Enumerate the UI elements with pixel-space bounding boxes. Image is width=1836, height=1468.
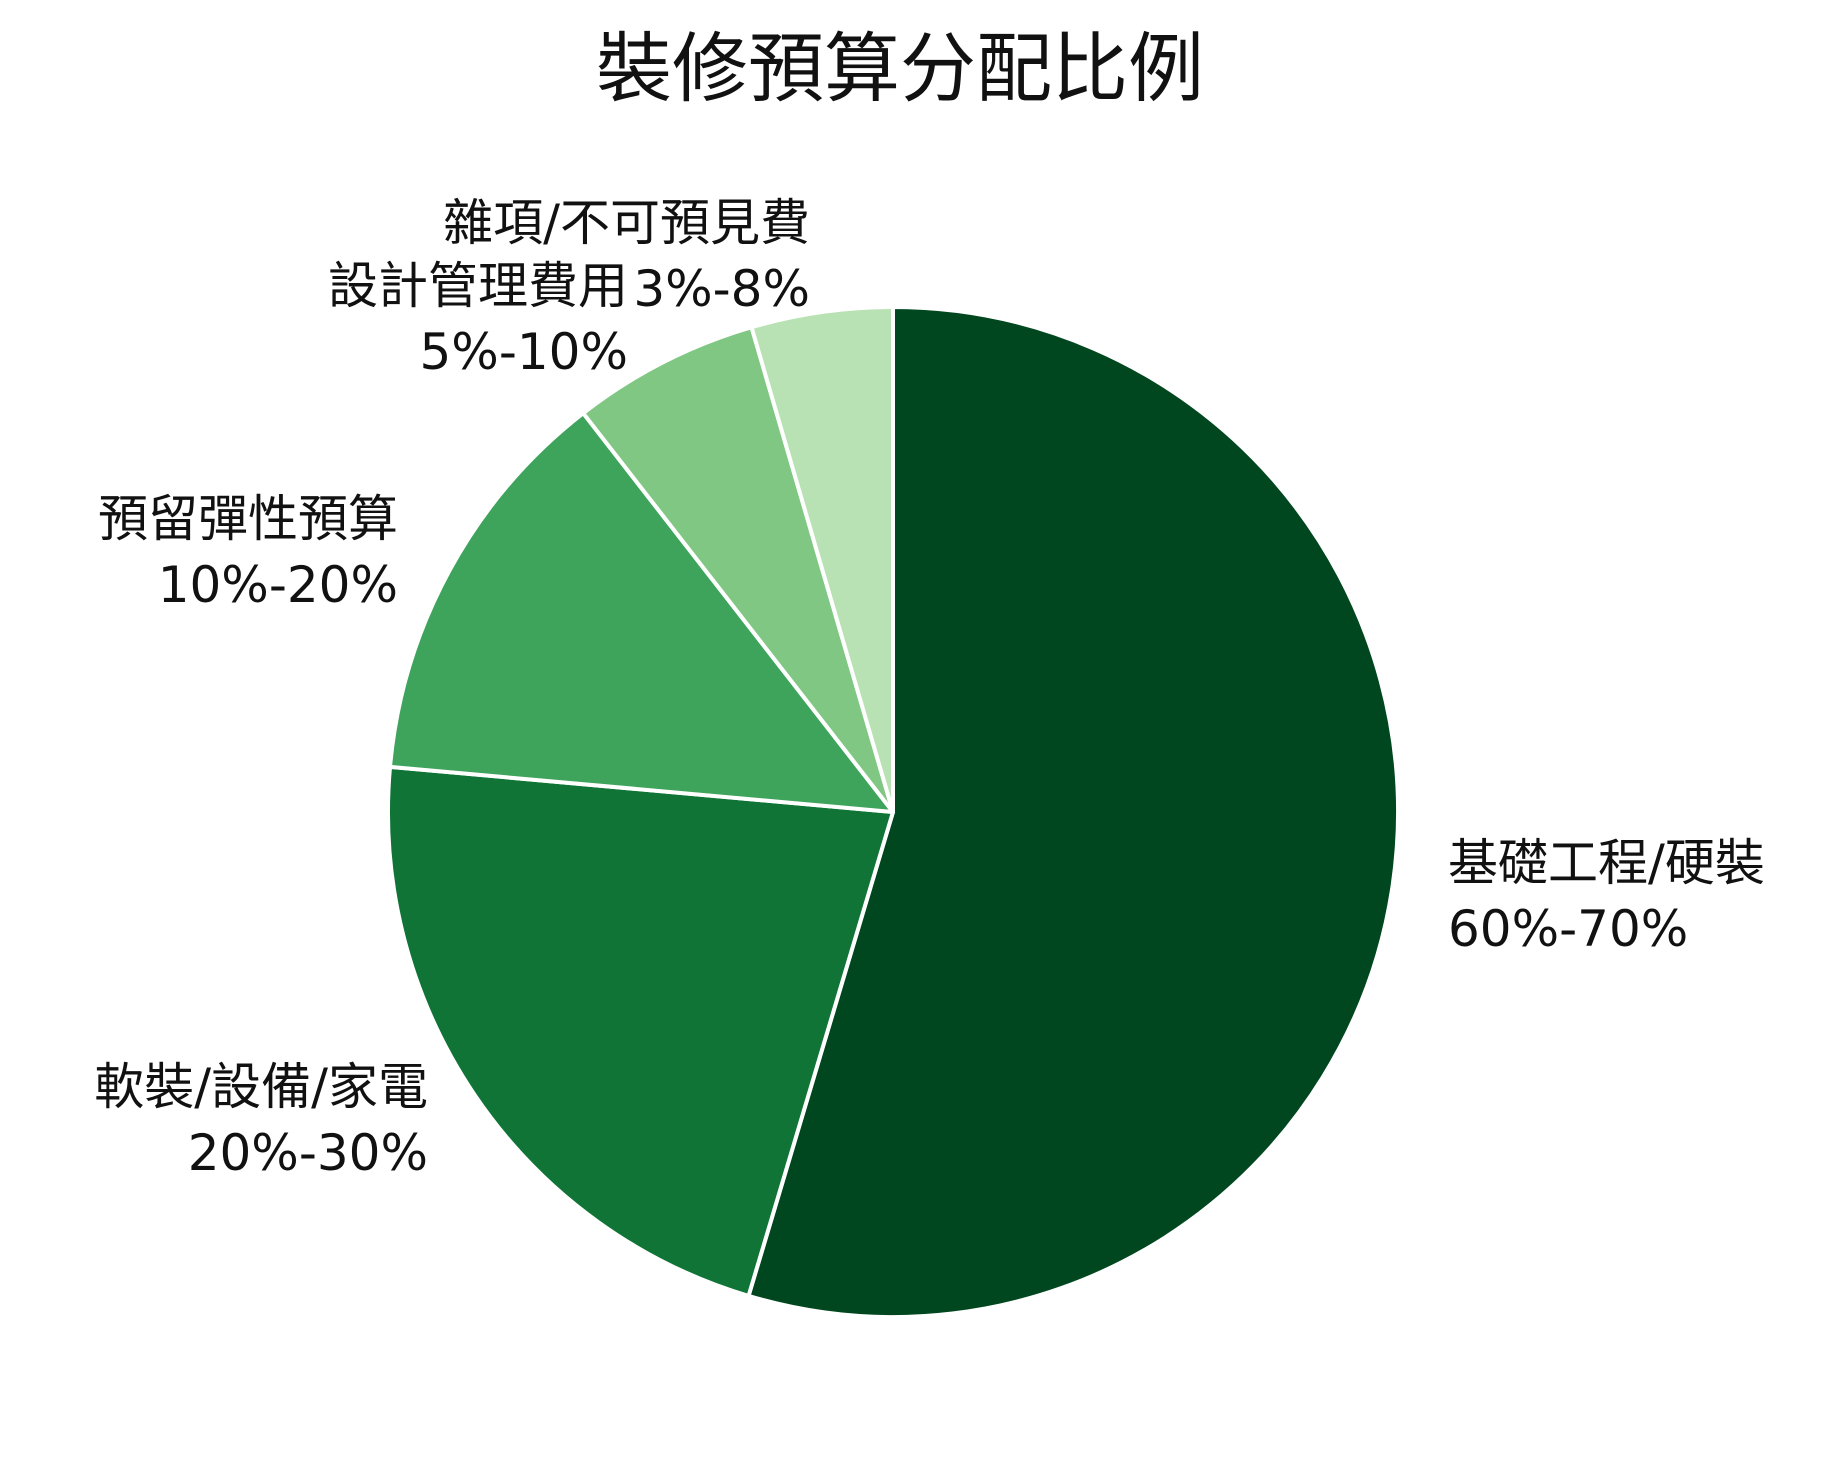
slice-labels: 基礎工程/硬裝 60%-70% 軟裝/設備/家電 20%-30% 預留彈性預算 10%-2… xyxy=(94,194,1765,1182)
pie-slice xyxy=(749,305,895,814)
slice-category-label: 軟裝/設備/家電 xyxy=(94,1058,428,1116)
pie-slice xyxy=(581,325,895,814)
slice-range-label: 60%-70% xyxy=(1448,900,1688,958)
pie-slice xyxy=(386,764,895,1298)
slice-range-label: 10%-20% xyxy=(158,556,398,614)
slice-category-label: 設計管理費用 xyxy=(328,257,628,315)
slice-category-label: 雜項/不可預見費 xyxy=(443,194,810,252)
chart-title: 裝修預算分配比例 xyxy=(596,24,1204,113)
slice-range-label: 3%-8% xyxy=(633,260,810,318)
pie-slices xyxy=(386,305,1400,1319)
slice-range-label: 20%-30% xyxy=(188,1124,428,1182)
slice-range-label: 5%-10% xyxy=(420,323,629,381)
pie-slice xyxy=(746,305,1400,1319)
slice-category-label: 預留彈性預算 xyxy=(98,490,398,548)
slice-category-label: 基礎工程/硬裝 xyxy=(1448,834,1765,892)
pie-slice xyxy=(388,411,895,814)
